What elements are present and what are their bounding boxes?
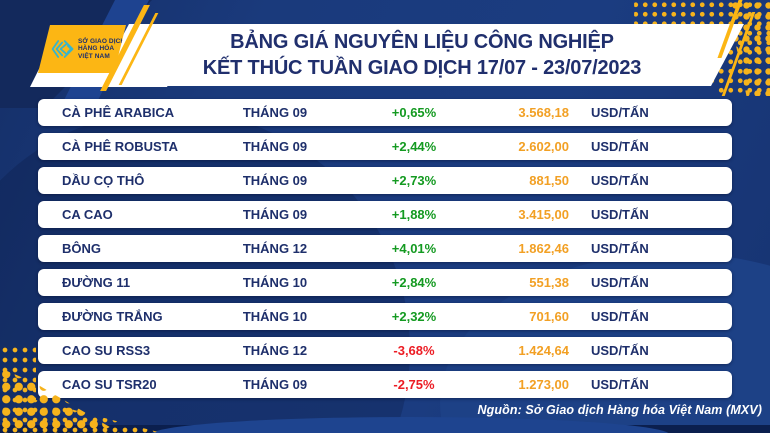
contract-month: THÁNG 09 [242,105,308,120]
price-value: 1.424,64 [518,343,569,358]
contract-month: THÁNG 12 [242,343,308,358]
price-unit: USD/TẤN [591,275,649,290]
commodity-name: CÀ PHÊ ARABICA [62,105,175,120]
commodity-name: CA CAO [62,207,113,222]
weekly-change: +1,88% [391,207,437,222]
weekly-change: +4,01% [391,241,437,256]
price-unit: USD/TẤN [591,241,649,256]
logo-line-2: HÀNG HÓA [78,45,115,53]
commodity-name: BÔNG [62,241,101,256]
mxv-logo: SỞ GIAO DỊCH HÀNG HÓA VIỆT NAM [38,25,126,73]
weekly-change: +2,32% [391,309,437,324]
source-credit: Nguồn: Sở Giao dịch Hàng hóa Việt Nam (M… [477,403,762,417]
contract-month: THÁNG 10 [242,275,308,290]
price-table: CÀ PHÊ ARABICA THÁNG 09 +0,65% 3.568,18 … [38,99,732,405]
contract-month: THÁNG 09 [242,173,308,188]
weekly-change: -3,68% [393,343,435,358]
title-banner [96,24,744,86]
commodity-name: DẦU CỌ THÔ [62,173,145,188]
page-title: BẢNG GIÁ NGUYÊN LIỆU CÔNG NGHIỆP KẾT THÚ… [130,29,714,81]
table-row: CÀ PHÊ ARABICA THÁNG 09 +0,65% 3.568,18 … [38,99,732,126]
price-value: 1.862,46 [518,241,569,256]
commodity-name: CÀ PHÊ ROBUSTA [62,139,179,154]
price-value: 3.568,18 [518,105,569,120]
bg-bottom-curve [150,417,670,433]
price-value: 551,38 [529,275,569,290]
table-row: BÔNG THÁNG 12 +4,01% 1.862,46 USD/TẤN [38,235,732,262]
weekly-change: +0,65% [391,105,437,120]
weekly-change: +2,44% [391,139,437,154]
table-row: ĐƯỜNG 11 THÁNG 10 +2,84% 551,38 USD/TẤN [38,269,732,296]
commodity-name: CAO SU RSS3 [62,343,151,358]
table-row: ĐƯỜNG TRẮNG THÁNG 10 +2,32% 701,60 USD/T… [38,303,732,330]
table-row: CAO SU RSS3 THÁNG 12 -3,68% 1.424,64 USD… [38,337,732,364]
commodity-name: ĐƯỜNG TRẮNG [62,309,163,324]
commodity-name: CAO SU TSR20 [62,377,157,392]
contract-month: THÁNG 10 [242,309,308,324]
mxv-logo-text: SỞ GIAO DỊCH HÀNG HÓA VIỆT NAM [78,38,125,61]
price-value: 1.273,00 [518,377,569,392]
table-row: CAO SU TSR20 THÁNG 09 -2,75% 1.273,00 US… [38,371,732,398]
table-row: DẦU CỌ THÔ THÁNG 09 +2,73% 881,50 USD/TẤ… [38,167,732,194]
price-unit: USD/TẤN [591,377,649,392]
commodity-name: ĐƯỜNG 11 [62,275,131,290]
weekly-change: +2,84% [391,275,437,290]
price-unit: USD/TẤN [591,207,649,222]
table-row: CA CAO THÁNG 09 +1,88% 3.415,00 USD/TẤN [38,201,732,228]
contract-month: THÁNG 09 [242,139,308,154]
contract-month: THÁNG 09 [242,377,308,392]
price-unit: USD/TẤN [591,343,649,358]
price-value: 2.602,00 [518,139,569,154]
price-value: 881,50 [529,173,569,188]
price-unit: USD/TẤN [591,139,649,154]
title-line-2: KẾT THÚC TUẦN GIAO DỊCH 17/07 - 23/07/20… [202,57,642,79]
logo-line-1: SỞ GIAO DỊCH [78,37,126,45]
price-unit: USD/TẤN [591,105,649,120]
price-value: 3.415,00 [518,207,569,222]
weekly-change: -2,75% [393,377,435,392]
table-row: CÀ PHÊ ROBUSTA THÁNG 09 +2,44% 2.602,00 … [38,133,732,160]
weekly-change: +2,73% [391,173,437,188]
price-unit: USD/TẤN [591,309,649,324]
contract-month: THÁNG 09 [242,207,308,222]
contract-month: THÁNG 12 [242,241,308,256]
title-line-1: BẢNG GIÁ NGUYÊN LIỆU CÔNG NGHIỆP [230,31,614,53]
mxv-chevron-icon [51,38,75,60]
price-unit: USD/TẤN [591,173,649,188]
logo-line-3: VIỆT NAM [78,52,110,60]
price-value: 701,60 [529,309,569,324]
